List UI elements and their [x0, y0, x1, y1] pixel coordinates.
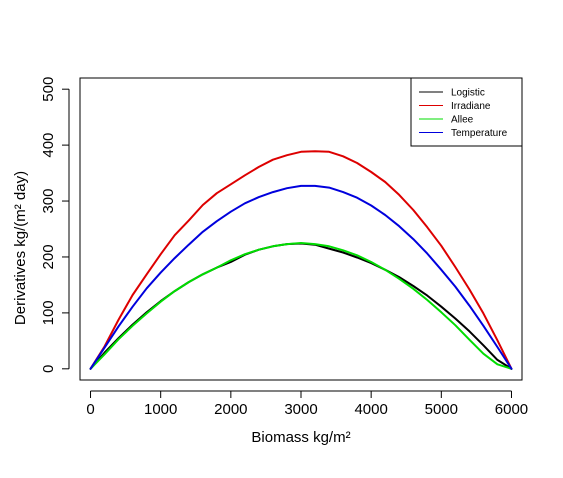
legend-label-temperature: Temperature [451, 128, 508, 139]
series-line-allee [89, 242, 513, 370]
x-tick-label: 4000 [354, 401, 387, 418]
series-line-logistic [89, 242, 513, 370]
x-tick-label: 0 [86, 401, 94, 418]
legend-label-allee: Allee [451, 115, 474, 126]
series-line-irradiane [89, 150, 513, 370]
x-tick-label: 3000 [284, 401, 317, 418]
x-axis: 0 1000 2000 3000 4000 5000 6000 [86, 390, 528, 418]
x-tick-label: 2000 [214, 401, 247, 418]
x-tick-label: 5000 [425, 401, 458, 418]
legend-label-irradiane: Irradiane [451, 101, 491, 112]
series-line-temperature [89, 184, 513, 370]
y-tick-label: 500 [40, 77, 57, 102]
x-axis-label: Biomass kg/m² [251, 429, 350, 446]
y-tick-label: 0 [40, 365, 57, 373]
legend-label-logistic: Logistic [451, 88, 485, 99]
legend-box [410, 77, 523, 147]
x-tick-label: 6000 [495, 401, 528, 418]
y-tick-label: 300 [40, 189, 57, 214]
y-axis-label: Derivatives kg/(m² day) [12, 171, 29, 325]
plot-frame [79, 77, 523, 381]
x-tick-label: 1000 [144, 401, 177, 418]
y-tick-label: 100 [40, 300, 57, 325]
y-tick-label: 400 [40, 133, 57, 158]
y-axis: 0 100 200 300 400 500 [40, 77, 70, 373]
y-tick-label: 200 [40, 244, 57, 269]
legend: Logistic Irradiane Allee Temperature [410, 77, 523, 147]
series-lines [89, 150, 513, 370]
